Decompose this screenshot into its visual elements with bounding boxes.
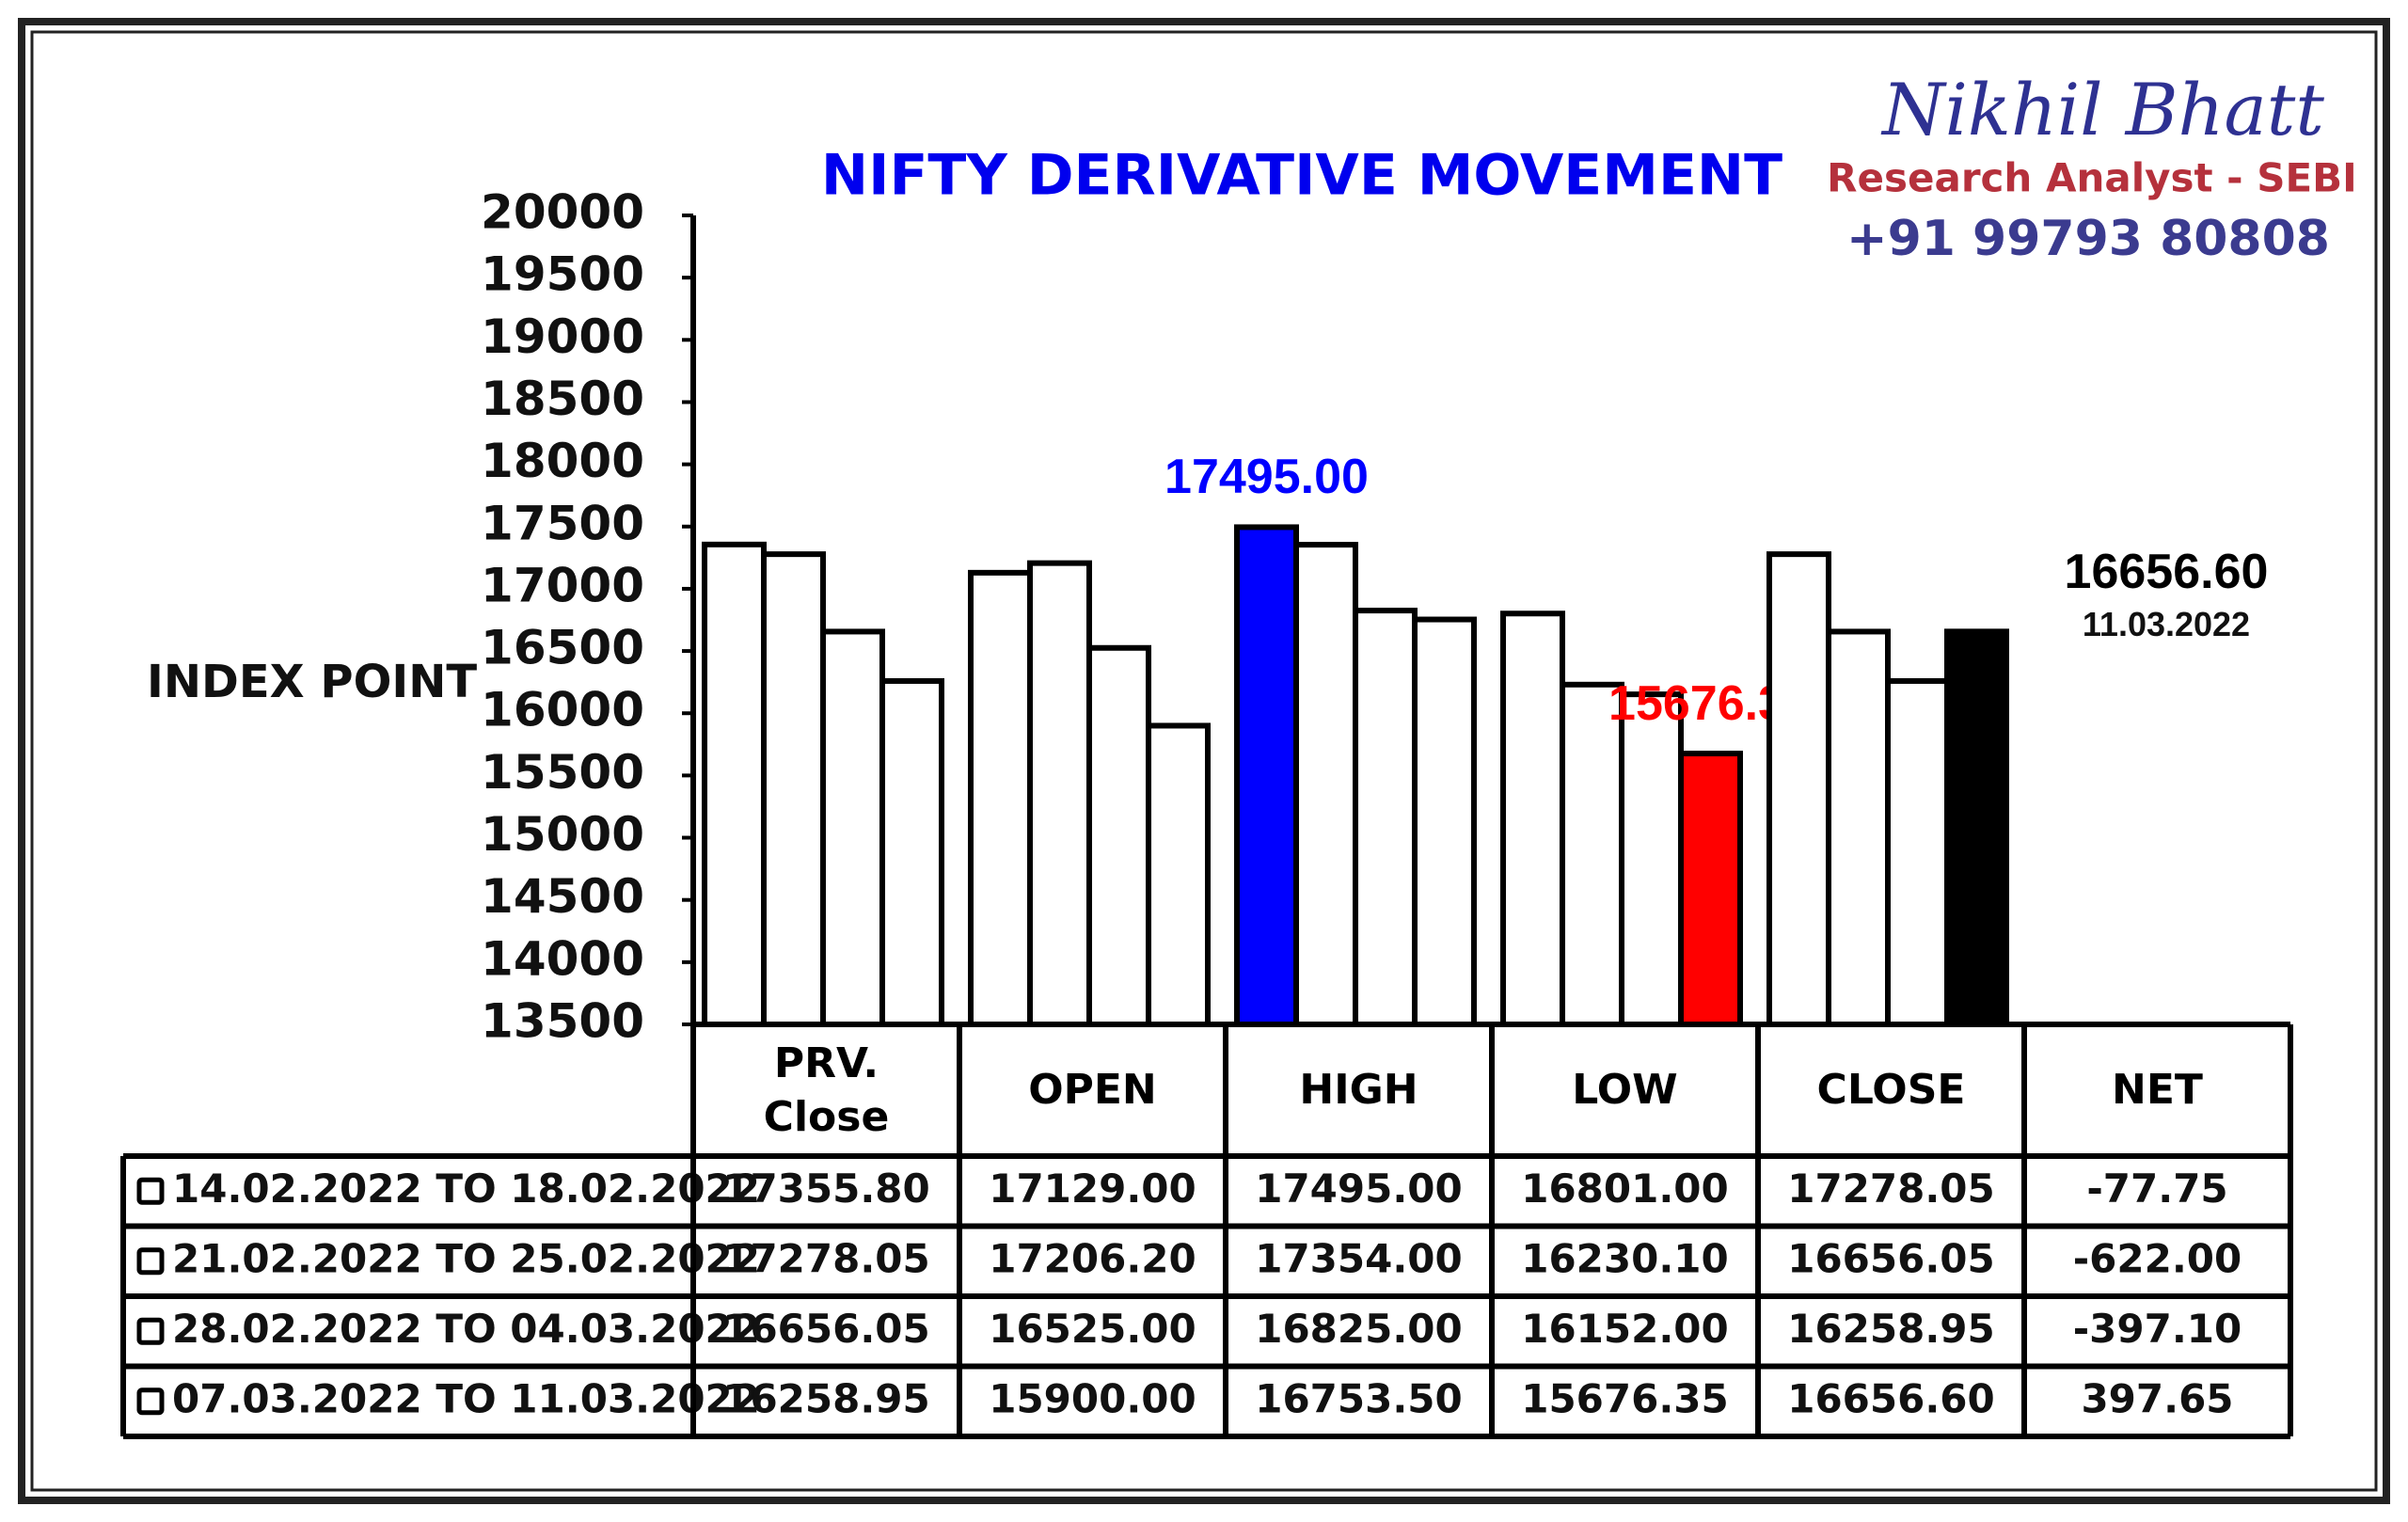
y-tick-label: 18500 [481, 372, 644, 426]
bar [1885, 677, 1950, 1027]
table-value: 16258.95 [722, 1375, 930, 1421]
bar [968, 569, 1033, 1028]
table-value: 16656.60 [1787, 1375, 1995, 1421]
table-value: 17129.00 [989, 1165, 1196, 1212]
table-value: 16753.50 [1255, 1375, 1463, 1421]
column-header-text: HIGH [1299, 1066, 1418, 1115]
brand-phone: +91 99793 80808 [1846, 211, 2330, 267]
y-tick-label: 14000 [481, 931, 644, 986]
table-net: -397.10 [2073, 1306, 2242, 1352]
table-value: 16825.00 [1255, 1306, 1463, 1352]
y-tick-label: 15000 [481, 807, 644, 862]
table-value: 15676.35 [1521, 1375, 1729, 1421]
bar [1027, 560, 1092, 1027]
bar [702, 541, 767, 1028]
table-value: 17355.80 [722, 1165, 930, 1212]
column-header: HIGH [1226, 1024, 1492, 1156]
y-tick-label: 16000 [481, 683, 644, 737]
y-tick-label: 15500 [481, 745, 644, 800]
y-tick-label: 19500 [481, 247, 644, 302]
table-value: 15900.00 [989, 1375, 1196, 1421]
table-value: 17278.05 [722, 1235, 930, 1281]
bar [1412, 616, 1477, 1027]
bar [820, 628, 885, 1027]
y-tick-label: 19000 [481, 309, 644, 364]
y-tick-label: 20000 [481, 185, 644, 240]
legend-box [136, 1387, 165, 1416]
y-tick-label: 13500 [481, 994, 644, 1049]
column-header-text: PRV. Close [763, 1038, 890, 1141]
table-value: 16801.00 [1521, 1165, 1729, 1212]
table-value: 16525.00 [989, 1306, 1196, 1352]
table-net: -77.75 [2086, 1165, 2227, 1212]
column-header: PRV. Close [693, 1024, 959, 1156]
column-header-text: NET [2112, 1066, 2203, 1115]
legend-box [136, 1247, 165, 1276]
y-tick-label: 17000 [481, 558, 644, 612]
bar [1619, 691, 1684, 1027]
legend-box [136, 1177, 165, 1205]
column-header: NET [2024, 1024, 2290, 1156]
table-value: 17495.00 [1255, 1165, 1463, 1212]
column-header-cell: HIGH [1226, 1024, 1492, 1156]
row-label: 21.02.2022 TO 25.02.2022 [172, 1235, 760, 1281]
annotation-note: 11.03.2022 [2083, 605, 2250, 643]
y-axis-label: INDEX POINT [147, 656, 477, 708]
row-label: 28.02.2022 TO 04.03.2022 [172, 1306, 760, 1352]
table-value: 16656.05 [722, 1306, 930, 1352]
bar [1766, 551, 1831, 1028]
row-label: 07.03.2022 TO 11.03.2022 [172, 1375, 760, 1421]
column-header-cell: NET [2024, 1024, 2290, 1156]
bar [1086, 644, 1151, 1027]
table-value: 17206.20 [989, 1235, 1196, 1281]
column-header-cell: OPEN [959, 1024, 1226, 1156]
bar [1234, 524, 1299, 1027]
bar [879, 677, 944, 1027]
y-tick-label: 18000 [481, 434, 644, 488]
table-net: -622.00 [2073, 1235, 2242, 1281]
table-net: 397.65 [2081, 1375, 2233, 1421]
bar [1560, 681, 1624, 1027]
bar [1678, 751, 1743, 1027]
column-header-text: OPEN [1028, 1066, 1157, 1115]
bar [1944, 628, 2009, 1027]
table-value: 17278.05 [1787, 1165, 1995, 1212]
column-header-cell: LOW [1492, 1024, 1758, 1156]
column-header-cell: CLOSE [1758, 1024, 2024, 1156]
annotation: 16656.60 [2065, 545, 2269, 599]
column-header: CLOSE [1758, 1024, 2024, 1156]
bar [1293, 542, 1358, 1028]
frame [18, 18, 2390, 1504]
annotation: 17495.00 [1164, 450, 1369, 504]
table-value: 16152.00 [1521, 1306, 1729, 1352]
brand-name: Nikhil Bhatt [1880, 68, 2324, 151]
table-value: 16230.10 [1521, 1235, 1729, 1281]
bar [1826, 628, 1891, 1027]
column-header-text: CLOSE [1816, 1066, 1966, 1115]
table-value: 16656.05 [1787, 1235, 1995, 1281]
legend-box [136, 1317, 165, 1345]
column-header-cell: PRV. Close [693, 1024, 959, 1156]
table-value: 17354.00 [1255, 1235, 1463, 1281]
bar [1353, 608, 1418, 1027]
bar [1500, 610, 1565, 1027]
y-tick-label: 14500 [481, 869, 644, 924]
y-tick-label: 17500 [481, 496, 644, 550]
y-tick-label: 16500 [481, 621, 644, 675]
chart-title: NIFTY DERIVATIVE MOVEMENT [821, 143, 1782, 209]
column-header: LOW [1492, 1024, 1758, 1156]
bar [1146, 722, 1211, 1027]
bar [761, 551, 826, 1028]
column-header-text: LOW [1572, 1066, 1678, 1115]
brand-role: Research Analyst - SEBI [1827, 155, 2357, 201]
column-header: OPEN [959, 1024, 1226, 1156]
frame-inner [30, 30, 2378, 1492]
table-value: 16258.95 [1787, 1306, 1995, 1352]
row-label: 14.02.2022 TO 18.02.2022 [172, 1165, 760, 1212]
